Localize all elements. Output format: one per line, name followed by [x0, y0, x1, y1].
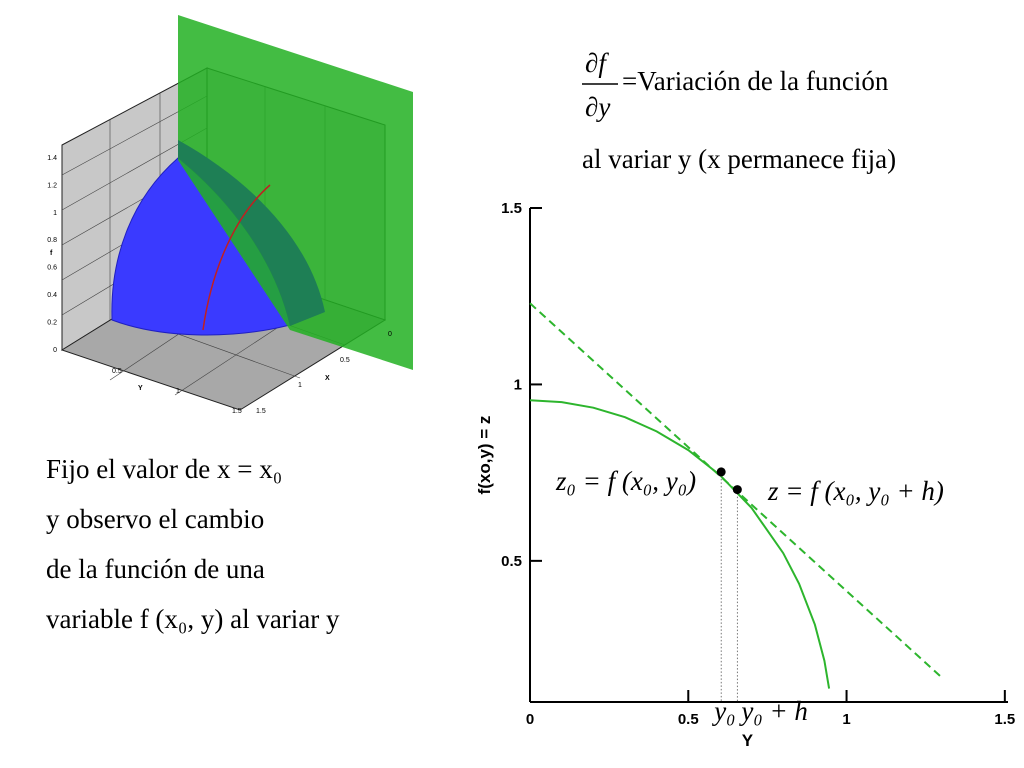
x-tick-label: 1.5 — [256, 408, 266, 415]
body-text: de la función de una — [46, 554, 265, 584]
y-tick-label: 1 — [176, 388, 180, 395]
y-axis-label: f(xo,y) = z — [475, 416, 494, 495]
surface-plot: 1.4 1.2 1 0.8 0.6 0.4 0.2 0 f 0.5 1 1.5 Y 0 0.5 1 1.5 X — [47, 15, 413, 415]
x-tick-label: 0 — [388, 331, 392, 338]
point — [732, 485, 742, 495]
x-axis-label: Y — [742, 731, 754, 750]
f-tick-label: 1.2 — [47, 182, 57, 189]
y-tick-label: 0.5 — [501, 553, 522, 570]
point-label: y₀ — [711, 696, 735, 726]
shaded-cut — [178, 140, 325, 326]
annotation: z = f (x₀, y₀ + h) — [767, 476, 944, 506]
x-axis-label: X — [325, 375, 330, 382]
section-curve — [202, 184, 271, 331]
x-tick-label: 0 — [526, 711, 534, 728]
point-label: y₀ + h — [738, 696, 808, 726]
x-tick-label: 1 — [298, 382, 302, 389]
x-tick-label: 1.5 — [994, 711, 1015, 728]
heading-text: =Variación de la función — [622, 66, 889, 96]
y-tick-label: 1.5 — [501, 200, 522, 217]
f-tick-label: 0.8 — [47, 237, 57, 244]
y-tick-label: 0.5 — [112, 368, 122, 375]
f-tick-label: 1.4 — [47, 155, 57, 162]
heading-line2: al variar y (x permanece fija) — [582, 144, 896, 174]
line — [529, 399, 831, 689]
f-tick-label: 0 — [53, 347, 57, 354]
f-tick-label: 1 — [53, 210, 57, 217]
f-tick-label: 0.2 — [47, 319, 57, 326]
y-axis-label: Y — [138, 385, 143, 392]
y-tick-label: 1 — [514, 376, 522, 393]
fraction-denominator: ∂y — [585, 92, 610, 122]
body-text: Fijo el valor de x = x₀ — [46, 454, 282, 484]
fraction-numerator: ∂f — [585, 48, 609, 78]
f-axis-label: f — [50, 250, 53, 257]
annotation: z₀ = f (x₀, y₀) — [555, 466, 696, 496]
x-tick-label: 0.5 — [678, 711, 699, 728]
f-tick-label: 0.6 — [47, 265, 57, 272]
plane — [178, 15, 413, 370]
body-text: variable f (x₀, y) al variar y — [46, 604, 340, 634]
point — [716, 467, 726, 477]
x-tick-label: 0.5 — [340, 357, 350, 364]
body-text: y observo el cambio — [46, 504, 264, 534]
f-tick-label: 0.4 — [47, 292, 57, 299]
x-tick-label: 1 — [842, 711, 850, 728]
y-tick-label: 1.5 — [232, 408, 242, 415]
